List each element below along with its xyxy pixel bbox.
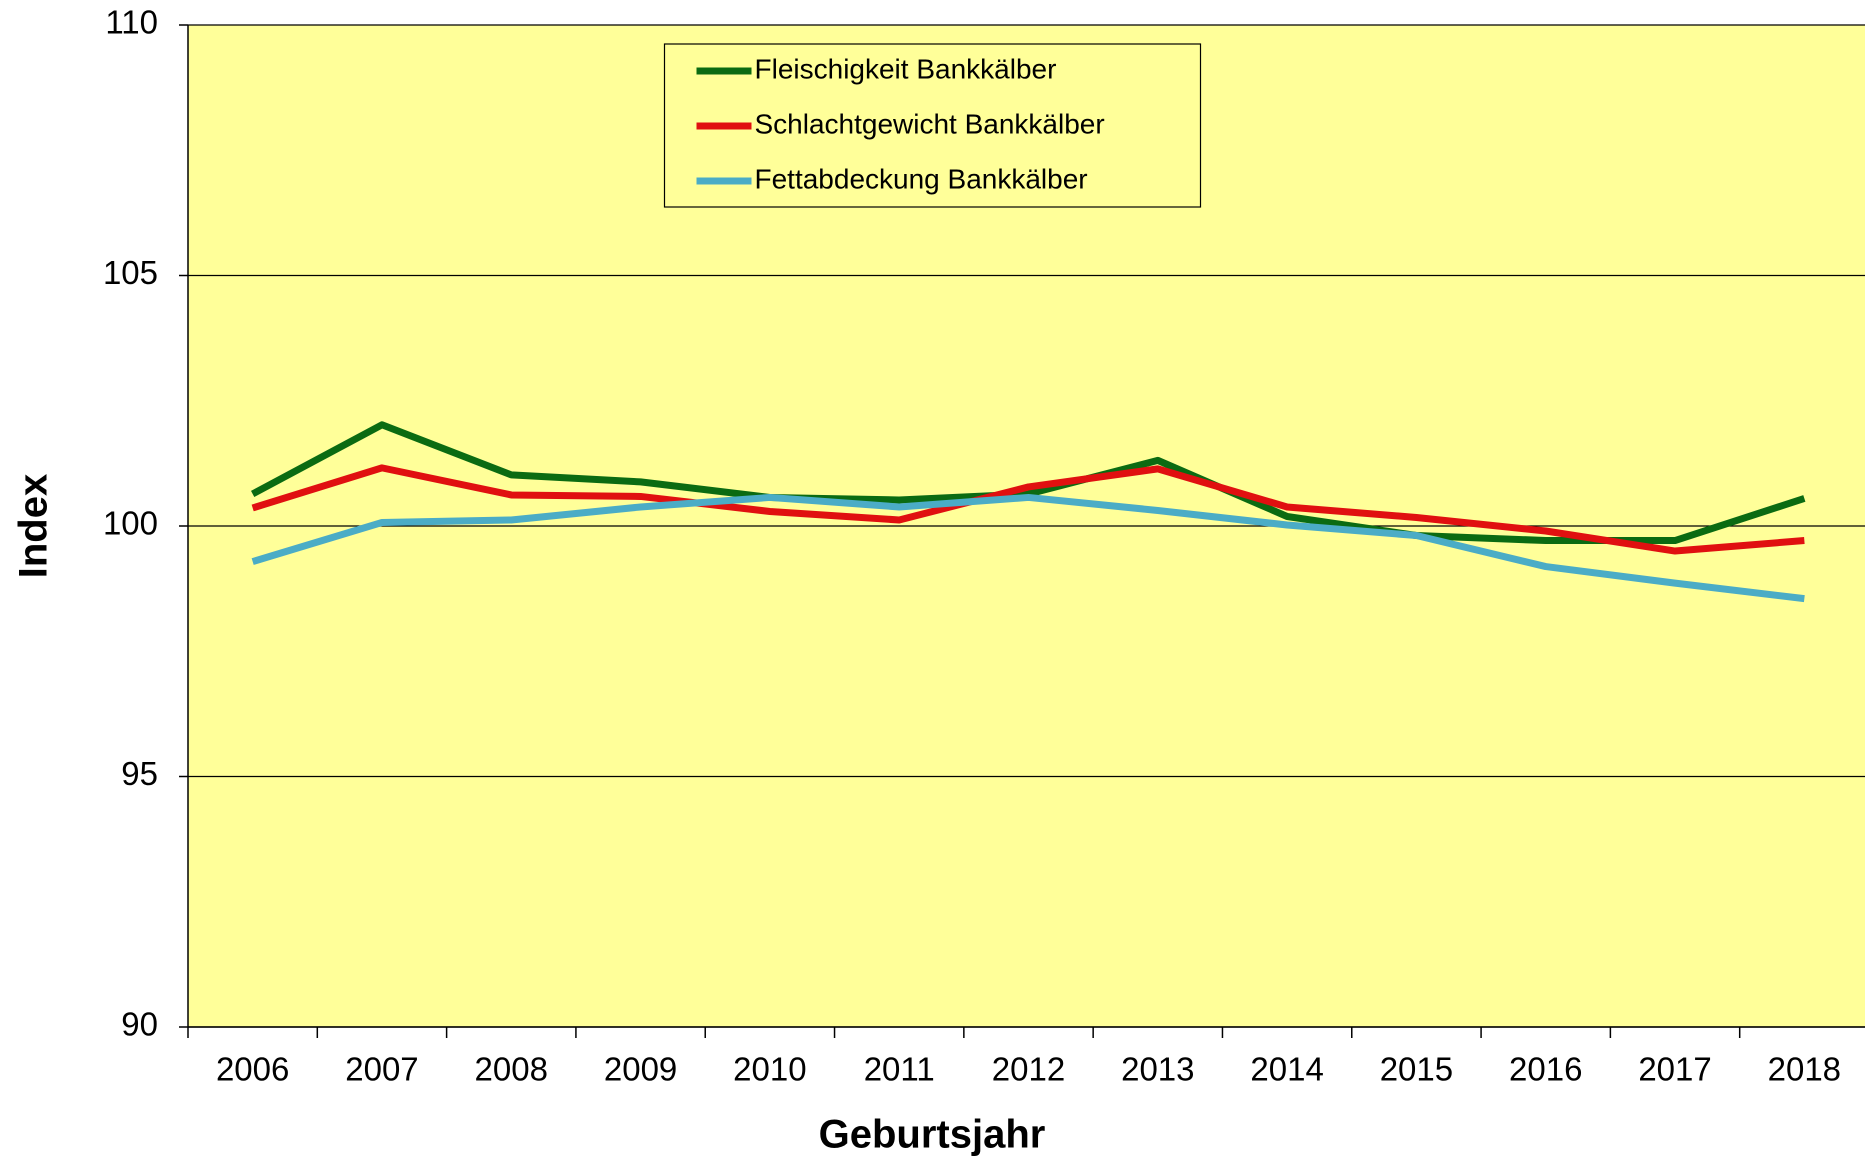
y-tick-label: 90 [121, 1006, 158, 1043]
x-tick-label: 2012 [992, 1051, 1065, 1088]
legend-label: Fleischigkeit Bankkälber [755, 53, 1057, 84]
data-line [251, 464, 1805, 555]
x-tick-label: 2016 [1509, 1051, 1582, 1088]
data-line [251, 493, 1805, 603]
y-tick-label: 95 [121, 755, 158, 792]
y-tick-label: 110 [105, 4, 158, 41]
x-tick-label: 2006 [216, 1051, 289, 1088]
x-tick-label: 2014 [1250, 1051, 1323, 1088]
y-tick-label: 105 [103, 254, 158, 291]
y-axis-title: Index [12, 474, 56, 578]
x-tick-label: 2007 [345, 1051, 418, 1088]
x-tick-label: 2017 [1638, 1051, 1711, 1088]
legend-label: Schlachtgewicht Bankkälber [755, 108, 1105, 139]
legend-label: Fettabdeckung Bankkälber [755, 163, 1088, 194]
x-tick-label: 2018 [1768, 1051, 1841, 1088]
x-tick-label: 2013 [1121, 1051, 1194, 1088]
x-tick-label: 2015 [1380, 1051, 1453, 1088]
legend-box [663, 43, 1202, 208]
y-tick-label: 100 [103, 505, 158, 542]
x-axis-title: Geburtsjahr [819, 1113, 1046, 1157]
x-tick-label: 2009 [604, 1051, 677, 1088]
x-tick-label: 2011 [864, 1051, 935, 1088]
x-tick-label: 2010 [733, 1051, 806, 1088]
x-tick-label: 2008 [475, 1051, 548, 1088]
data-line [251, 421, 1806, 545]
